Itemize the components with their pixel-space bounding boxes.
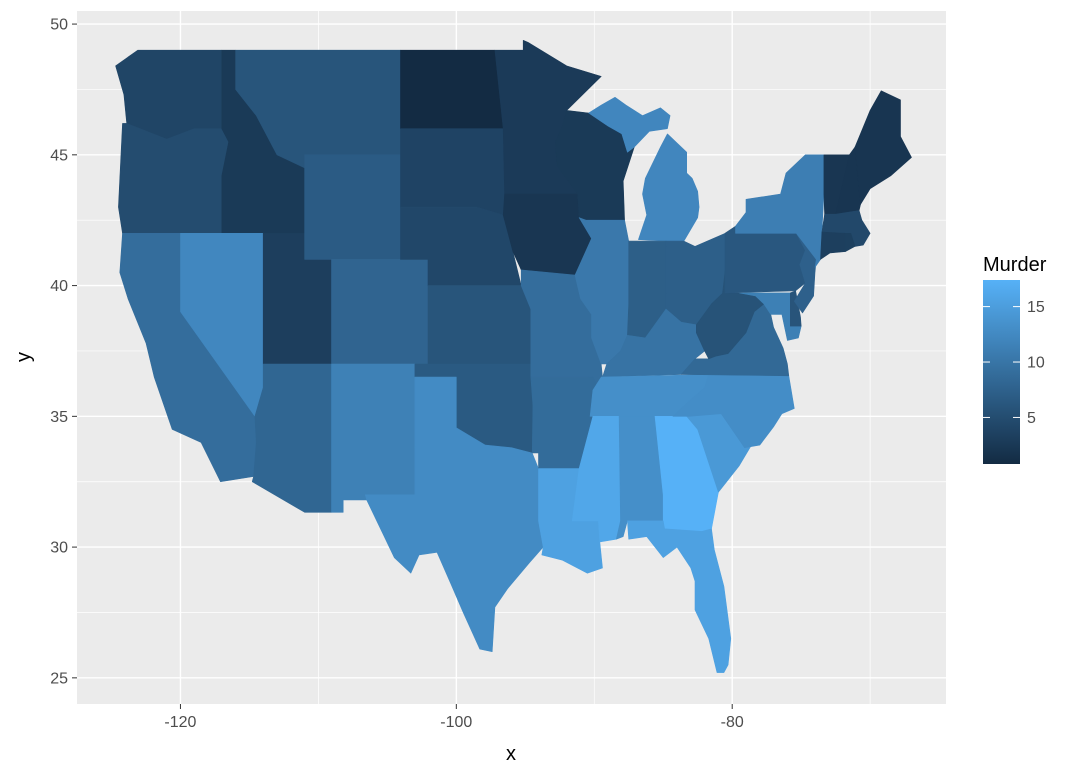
- state-north-carolina: [672, 374, 795, 449]
- state-new-mexico: [331, 363, 416, 513]
- legend-label: 15: [1027, 299, 1045, 316]
- legend-title: Murder: [983, 254, 1047, 276]
- y-tick-label: 40: [50, 278, 68, 295]
- legend-label: 10: [1027, 355, 1045, 372]
- state-new-hampshire: [835, 146, 861, 215]
- state-south-dakota: [400, 128, 505, 216]
- y-axis-title: y: [13, 352, 35, 362]
- x-tick-label: -100: [440, 714, 472, 731]
- state-north-dakota: [400, 49, 504, 129]
- state-wyoming: [304, 154, 401, 260]
- state-michigan: [588, 97, 671, 153]
- state-michigan: [638, 133, 700, 242]
- state-kansas: [427, 285, 532, 365]
- state-maine: [854, 90, 912, 205]
- state-florida: [627, 520, 732, 673]
- state-oregon: [118, 123, 229, 234]
- state-texas: [364, 376, 544, 653]
- axes: -120 -100 -80 25 30 35 40 45 50: [50, 17, 744, 731]
- y-tick-label: 45: [50, 147, 68, 164]
- y-tick-label: 35: [50, 409, 68, 426]
- y-tick-label: 50: [50, 17, 68, 34]
- legend-colorbar: [983, 280, 1020, 464]
- state-polygons: [115, 39, 912, 673]
- legend-ticks: 5 10 15: [983, 299, 1045, 427]
- legend-label: 5: [1027, 410, 1036, 427]
- legend: Murder 5 10 15: [983, 254, 1047, 464]
- state-pennsylvania: [724, 225, 806, 294]
- x-axis-title: x: [506, 743, 516, 765]
- y-tick-label: 30: [50, 540, 68, 557]
- state-west-virginia: [695, 269, 765, 360]
- y-tick-label: 25: [50, 670, 68, 687]
- x-tick-label: -80: [721, 714, 744, 731]
- x-tick-label: -120: [164, 714, 196, 731]
- state-rhode-island: [844, 233, 856, 252]
- state-colorado: [331, 259, 429, 365]
- state-delaware: [789, 290, 802, 327]
